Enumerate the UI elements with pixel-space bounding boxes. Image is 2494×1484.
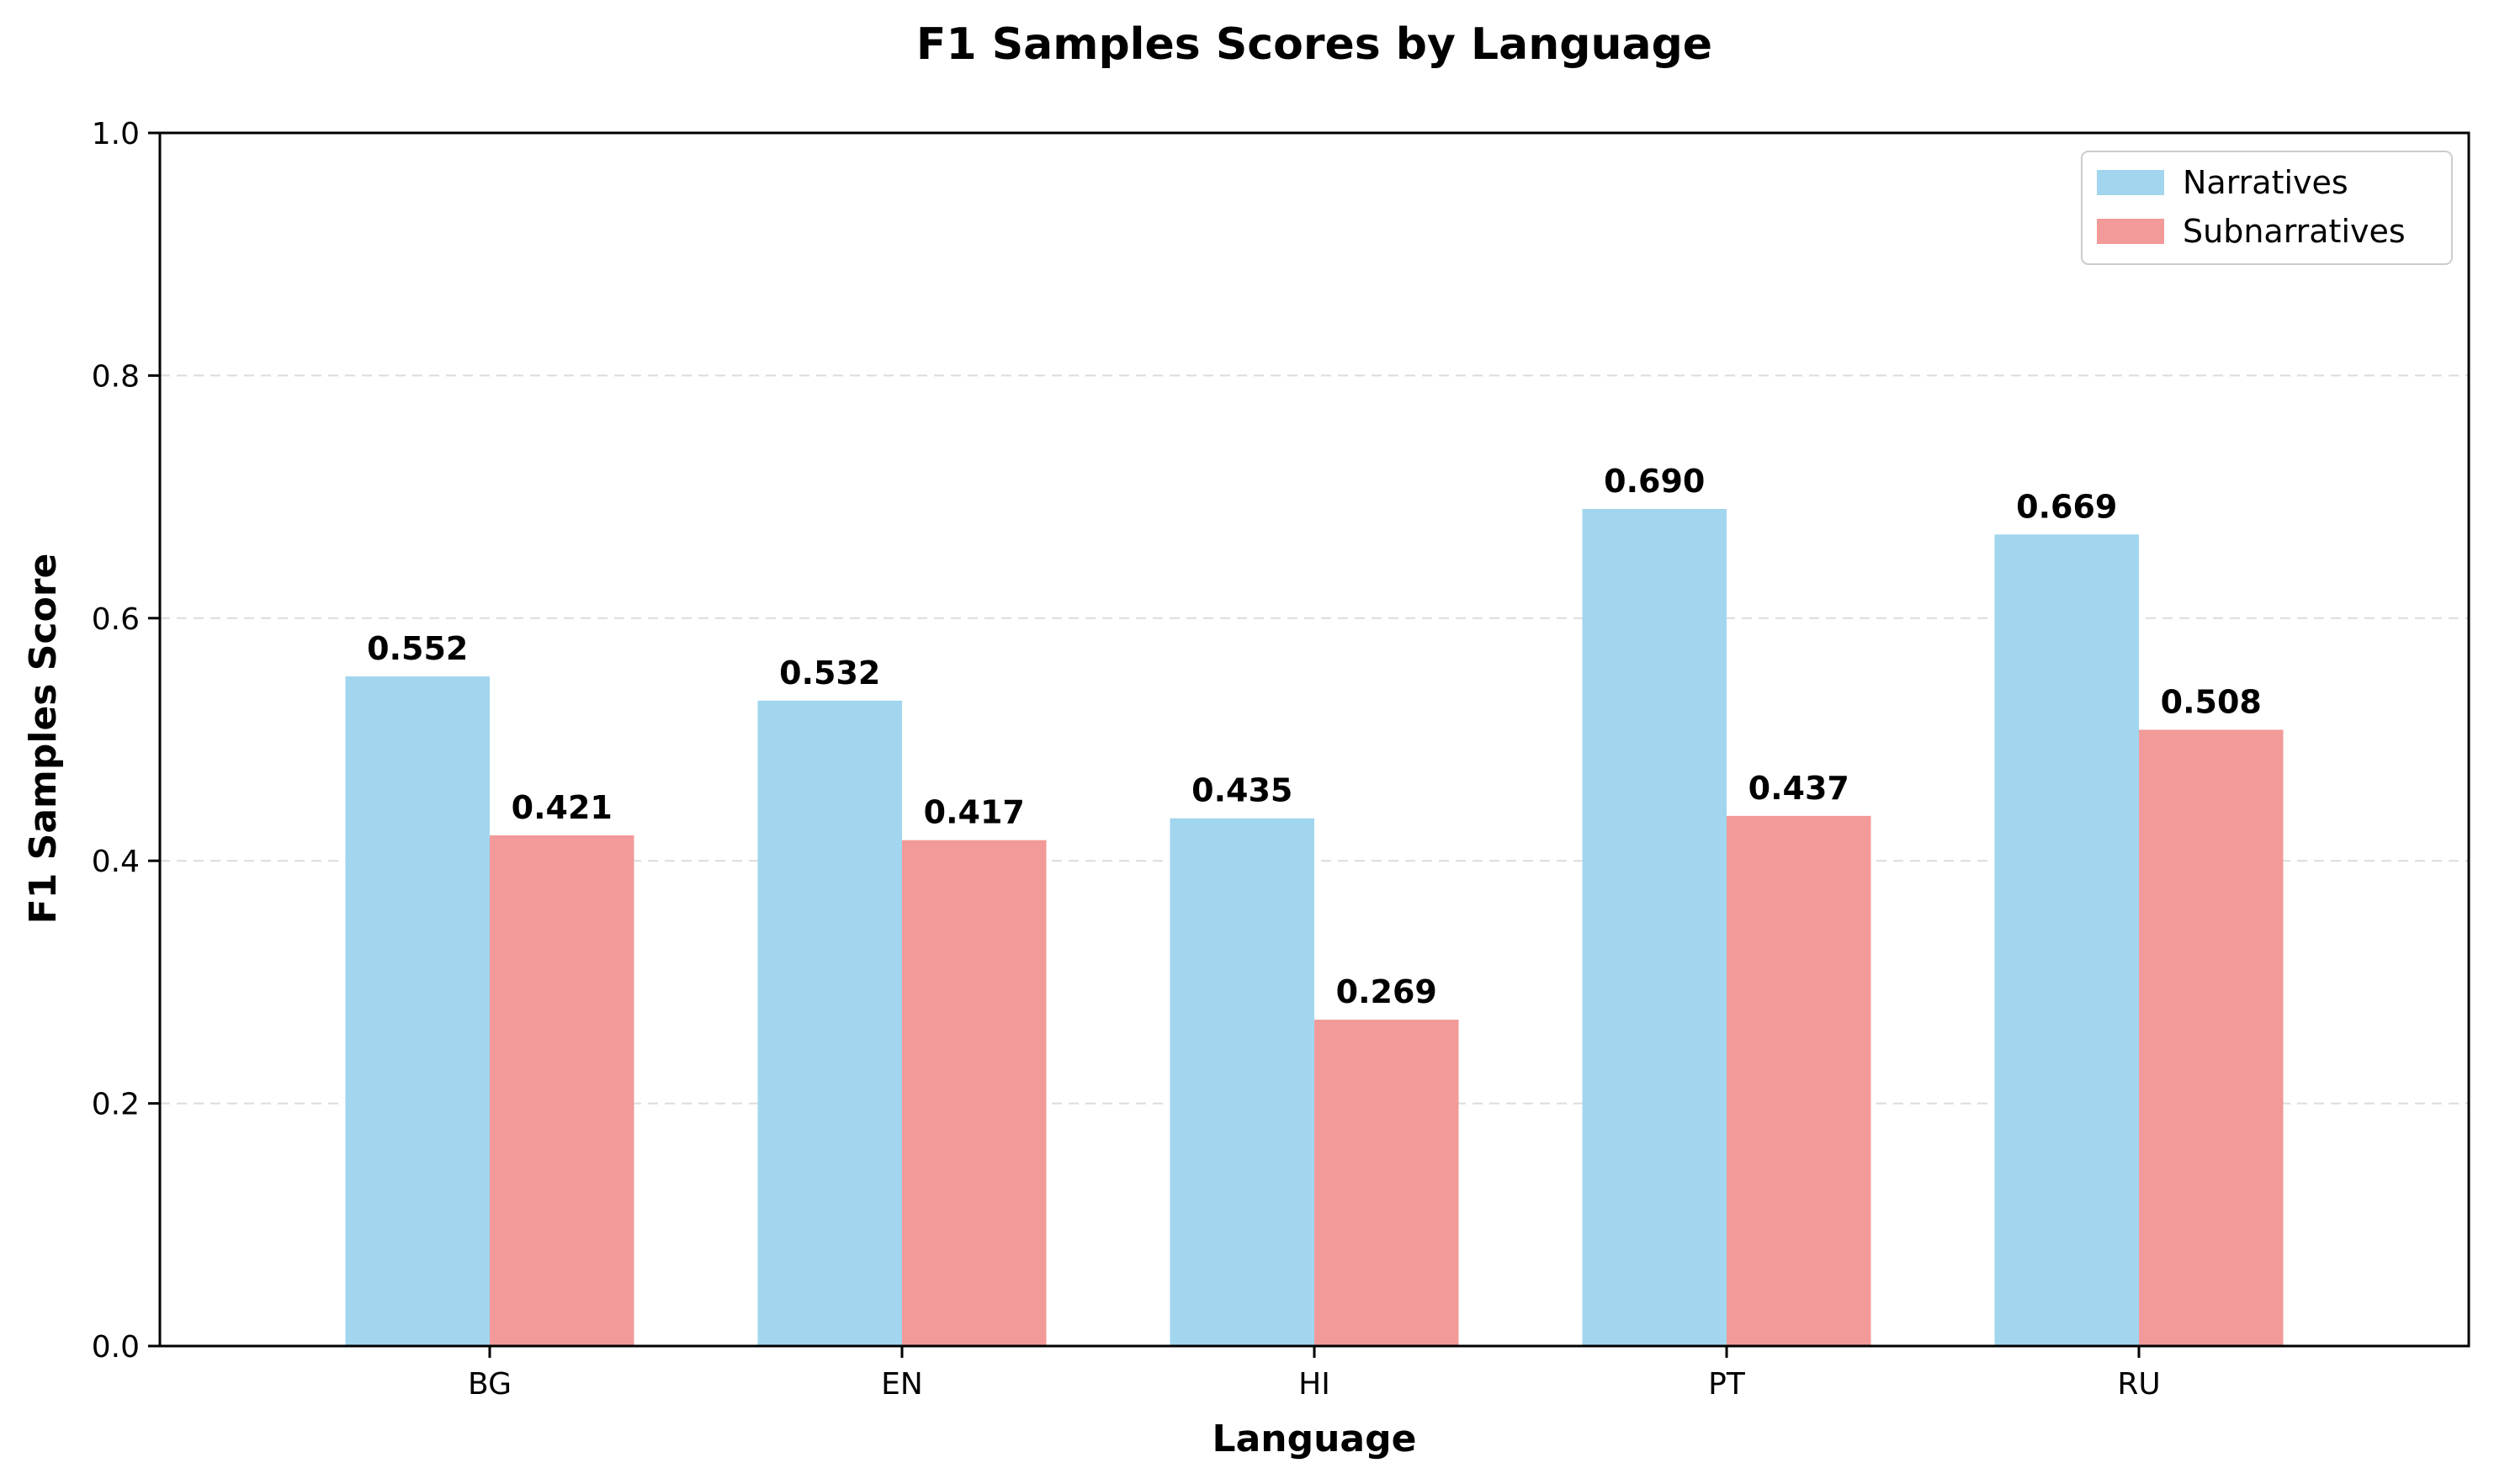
y-axis-label: F1 Samples Score [22,554,65,925]
x-axis: BG EN HI PT RU [468,1346,2161,1402]
x-tick-label: BG [468,1367,512,1402]
y-tick-label: 0.6 [92,602,140,637]
data-label: 0.421 [512,789,613,826]
data-labels: 0.552 0.421 0.532 0.417 0.435 0.269 0.690 0.437… [367,463,2262,1010]
y-tick-label: 1.0 [92,117,140,151]
bar-subnarratives-ru [2139,729,2284,1346]
y-tick-label: 0.8 [92,359,140,394]
bars [345,509,2284,1346]
legend-item: Narratives [2183,164,2348,201]
bar-narratives-pt [1582,509,1727,1346]
data-label: 0.532 [779,655,880,692]
x-axis-label: Language [1213,1418,1417,1460]
data-label: 0.435 [1191,772,1292,809]
y-tick-label: 0.0 [92,1330,140,1365]
bar-subnarratives-hi [1314,1020,1459,1346]
legend-swatch [2097,170,2164,195]
y-tick-label: 0.2 [92,1088,140,1122]
chart-title: F1 Samples Scores by Language [916,19,1712,70]
data-label: 0.552 [367,630,468,667]
data-label: 0.437 [1748,770,1849,807]
x-tick-label: RU [2117,1367,2160,1402]
bar-narratives-en [757,700,902,1346]
legend-box [2081,151,2453,265]
bar-subnarratives-pt [1727,815,1871,1346]
data-label: 0.417 [924,794,1025,831]
legend-swatch [2097,219,2164,244]
data-label: 0.269 [1336,973,1437,1010]
data-label: 0.669 [2016,488,2117,525]
legend-item: Subnarratives [2183,213,2406,250]
x-tick-label: PT [1708,1367,1746,1402]
y-tick-label: 0.4 [92,845,140,879]
bar-narratives-hi [1170,818,1314,1346]
x-tick-label: HI [1298,1367,1330,1402]
data-label: 0.690 [1604,463,1705,500]
legend: Narratives Subnarratives [2081,151,2453,265]
bar-subnarratives-en [902,840,1047,1346]
bar-subnarratives-bg [490,835,634,1346]
data-label: 0.508 [2161,683,2262,720]
x-tick-label: EN [881,1367,923,1402]
bar-narratives-bg [345,676,490,1346]
bar-narratives-ru [1994,534,2139,1346]
y-axis: 0.0 0.2 0.4 0.6 0.8 1.0 [92,117,160,1365]
